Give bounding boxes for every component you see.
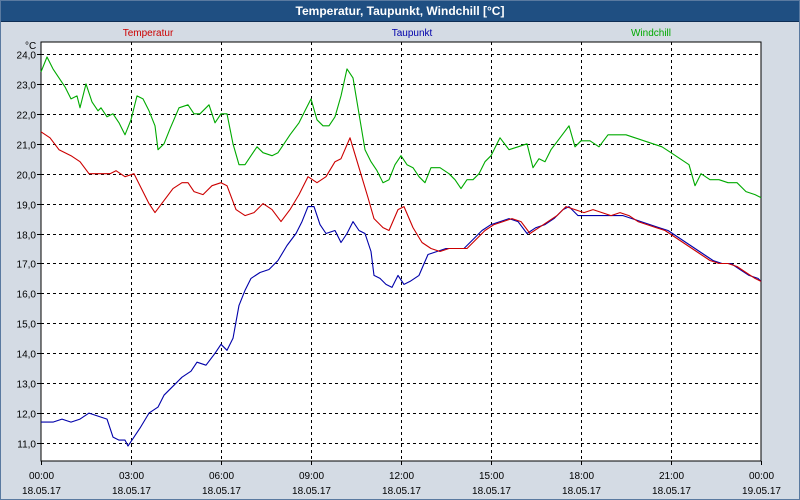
x-tick-time-label: 00:00	[749, 471, 774, 482]
x-tick-time-label: 21:00	[659, 471, 684, 482]
x-tick-time-label: 12:00	[389, 471, 414, 482]
x-tick-time-label: 15:00	[479, 471, 504, 482]
series-line-windchill	[40, 56, 762, 199]
y-tick-label: 15,0	[17, 320, 37, 331]
y-tick-label: 23,0	[17, 81, 37, 92]
y-tick-label: 16,0	[17, 290, 37, 301]
x-tick-time-label: 06:00	[209, 471, 234, 482]
window-title: Temperatur, Taupunkt, Windchill [°C]	[1, 1, 799, 22]
x-tick-date-label: 18.05.17	[112, 486, 151, 497]
y-tick-label: 11,0	[17, 440, 36, 451]
y-tick-label: 21,0	[17, 141, 37, 152]
series-line-temperatur	[40, 131, 762, 282]
y-tick-label: 18,0	[17, 231, 37, 242]
legend: Temperatur Taupunkt Windchill	[123, 28, 671, 39]
y-axis-label: °C	[25, 41, 36, 52]
x-tick-date-label: 18.05.17	[202, 486, 241, 497]
legend-item-taupunkt: Taupunkt	[392, 28, 433, 39]
legend-item-windchill: Windchill	[631, 28, 671, 39]
y-tick-label: 24,0	[17, 51, 37, 62]
y-tick-label: 20,0	[17, 171, 37, 182]
x-tick-date-label: 18.05.17	[562, 486, 601, 497]
series-line-taupunkt	[41, 206, 762, 447]
y-tick-label: 17,0	[17, 260, 37, 271]
y-tick-label: 19,0	[17, 201, 37, 212]
y-tick-label: 22,0	[17, 111, 37, 122]
x-tick-time-label: 03:00	[119, 471, 144, 482]
x-tick-date-label: 18.05.17	[382, 486, 421, 497]
x-tick-date-label: 18.05.17	[292, 486, 331, 497]
y-tick-label: 14,0	[17, 350, 37, 361]
y-tick-label: 12,0	[17, 410, 37, 421]
y-tick-label: 13,0	[17, 380, 37, 391]
x-tick-date-label: 18.05.17	[22, 486, 61, 497]
legend-item-temperatur: Temperatur	[123, 28, 174, 39]
x-tick-time-label: 18:00	[569, 471, 594, 482]
x-tick-date-label: 18.05.17	[472, 486, 511, 497]
x-tick-time-label: 09:00	[299, 471, 324, 482]
x-tick-time-label: 00:00	[29, 471, 54, 482]
series-lines	[40, 56, 762, 447]
y-axis-ticks: 24,0 23,0 22,0 21,0 20,0 19,0 18,0 17,0 16,0 15,0…	[17, 51, 41, 451]
x-tick-date-label: 19.05.17	[742, 486, 781, 497]
x-axis-ticks: 00:00 18.05.17 03:00 18.05.17 06:00 18.05.17 0…	[22, 461, 781, 497]
x-tick-date-label: 18.05.17	[652, 486, 691, 497]
